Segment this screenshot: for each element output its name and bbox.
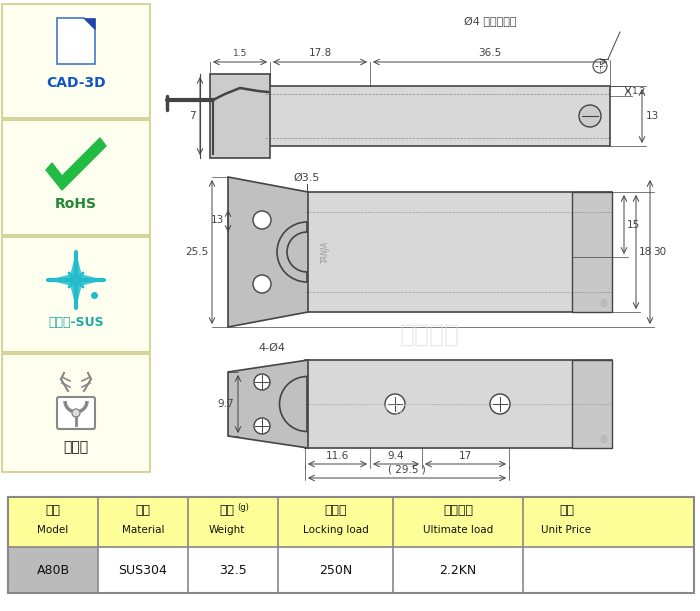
Bar [2,237,150,352]
Text: 重量: 重量 [220,505,235,518]
Bar [8,547,694,593]
Circle shape [490,394,510,414]
Text: 13: 13 [211,215,224,225]
Bar [8,547,98,593]
Bar [155,4,698,490]
Text: 不锈钙-SUS: 不锈钙-SUS [48,315,104,329]
Text: (g): (g) [237,502,249,511]
Polygon shape [48,252,104,308]
Circle shape [253,211,271,229]
Circle shape [385,394,405,414]
Text: CAD-3D: CAD-3D [46,76,106,90]
Text: A80B: A80B [36,563,69,577]
Polygon shape [228,177,308,327]
Text: ®: ® [599,299,609,309]
Text: 18: 18 [639,247,652,257]
Circle shape [254,418,270,434]
Bar [305,360,612,448]
Text: Weight: Weight [209,525,245,535]
Text: ®: ® [599,435,609,445]
Circle shape [593,59,607,73]
Text: 可加锁: 可加锁 [64,440,89,454]
Text: 4-Ø4: 4-Ø4 [258,343,286,353]
Polygon shape [57,18,95,64]
Circle shape [253,275,271,293]
Text: 17.8: 17.8 [309,48,332,58]
Text: 材质: 材质 [136,505,150,518]
FancyBboxPatch shape [57,397,95,429]
Polygon shape [84,18,95,29]
Polygon shape [228,360,308,448]
Text: 250N: 250N [319,563,352,577]
Text: Ultimate load: Ultimate load [423,525,493,535]
Circle shape [579,105,601,127]
Text: Locking load: Locking load [302,525,368,535]
Text: 2.2KN: 2.2KN [440,563,477,577]
Polygon shape [46,138,106,190]
Text: 7: 7 [190,111,196,121]
Text: 单价: 单价 [559,505,574,518]
Text: Ø4 可插安全销: Ø4 可插安全销 [463,17,517,27]
Text: 9.7: 9.7 [218,399,234,409]
Text: 型号: 型号 [46,505,60,518]
Bar [572,192,612,312]
Text: Ø3.5: Ø3.5 [294,173,320,183]
Bar [8,497,694,593]
Text: Material: Material [122,525,164,535]
Text: 极限荷载: 极限荷载 [443,505,473,518]
Text: 30: 30 [653,247,666,257]
Text: 17: 17 [459,451,472,461]
Bar [8,497,694,547]
Text: SUS304: SUS304 [118,563,167,577]
Text: 36.5: 36.5 [478,48,502,58]
Text: 25.5: 25.5 [185,247,208,257]
Text: 13: 13 [646,111,659,121]
Bar [210,74,270,158]
Text: RoHS: RoHS [55,197,97,211]
Text: Unit Price: Unit Price [541,525,592,535]
Text: 9.4: 9.4 [388,451,405,461]
Text: 1.5: 1.5 [233,49,247,58]
Text: 1.2: 1.2 [632,87,646,95]
Circle shape [72,409,80,417]
Text: Model: Model [37,525,69,535]
Text: 锁紧力: 锁紧力 [324,505,346,518]
Text: 天甲工业: 天甲工业 [370,403,430,427]
Bar [305,192,612,312]
Bar [265,86,610,146]
Bar [2,120,150,235]
Text: 32.5: 32.5 [219,563,247,577]
Text: 天甲工业: 天甲工业 [360,213,420,237]
Text: 11.6: 11.6 [326,451,349,461]
Circle shape [254,374,270,390]
Text: 15: 15 [627,219,640,230]
Bar [572,360,612,448]
Bar [2,354,150,472]
Bar [2,4,150,118]
Text: TANJA: TANJA [321,241,330,263]
Text: 天甲工业: 天甲工业 [400,323,460,347]
Text: ( 29.5 ): ( 29.5 ) [388,465,426,475]
